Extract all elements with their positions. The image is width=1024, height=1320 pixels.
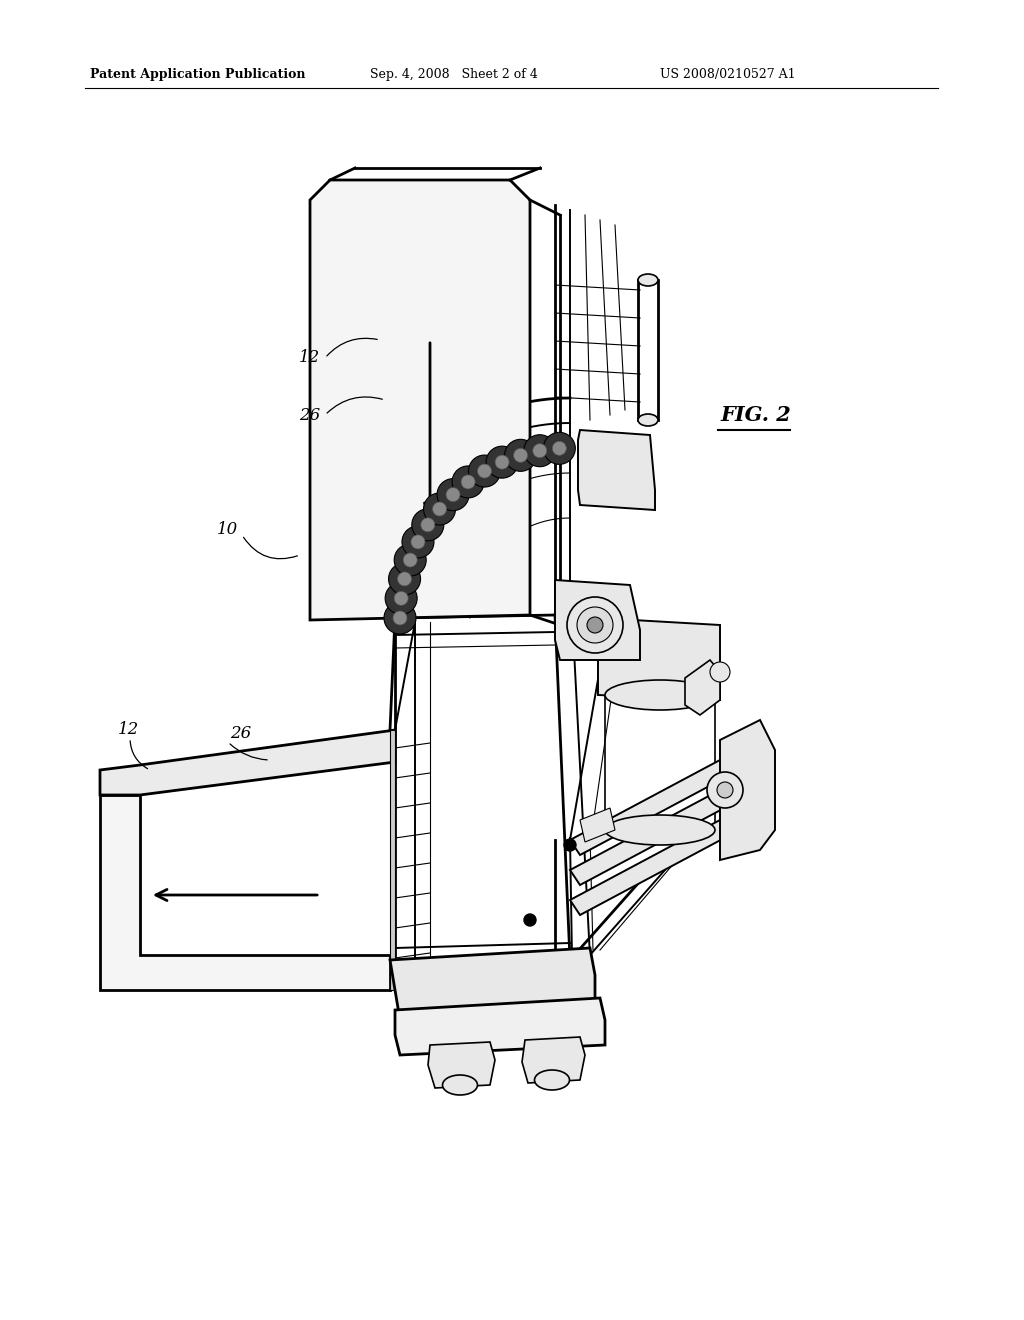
Polygon shape: [522, 1038, 585, 1082]
FancyArrowPatch shape: [130, 741, 147, 768]
FancyArrowPatch shape: [327, 338, 377, 356]
Text: 26: 26: [299, 407, 319, 424]
Text: 10: 10: [217, 521, 238, 539]
Polygon shape: [570, 789, 730, 884]
Circle shape: [411, 535, 425, 549]
Polygon shape: [395, 998, 605, 1055]
Circle shape: [394, 591, 409, 606]
Ellipse shape: [605, 814, 715, 845]
Ellipse shape: [442, 1074, 477, 1096]
Ellipse shape: [535, 1071, 569, 1090]
Text: 12: 12: [299, 350, 319, 367]
Polygon shape: [428, 1041, 495, 1088]
Circle shape: [477, 465, 492, 478]
Circle shape: [437, 479, 469, 511]
Polygon shape: [570, 760, 730, 855]
Circle shape: [505, 440, 537, 471]
Text: 12: 12: [118, 722, 139, 738]
Circle shape: [514, 449, 527, 462]
Polygon shape: [390, 948, 595, 1020]
Ellipse shape: [638, 275, 658, 286]
Circle shape: [523, 434, 556, 467]
Circle shape: [717, 781, 733, 799]
Circle shape: [564, 840, 575, 851]
Circle shape: [394, 544, 426, 576]
Polygon shape: [100, 730, 395, 795]
Circle shape: [587, 616, 603, 634]
Circle shape: [710, 663, 730, 682]
Polygon shape: [578, 430, 655, 510]
Circle shape: [397, 572, 412, 586]
FancyArrowPatch shape: [244, 537, 297, 558]
Circle shape: [461, 475, 475, 488]
Circle shape: [524, 913, 536, 927]
Polygon shape: [598, 618, 720, 700]
FancyArrowPatch shape: [230, 744, 267, 760]
FancyArrowPatch shape: [327, 397, 382, 413]
Polygon shape: [390, 730, 395, 990]
Circle shape: [388, 562, 421, 595]
Circle shape: [412, 508, 443, 541]
Circle shape: [544, 433, 575, 465]
Circle shape: [384, 602, 416, 634]
Circle shape: [403, 553, 417, 568]
Circle shape: [385, 582, 417, 614]
Polygon shape: [100, 795, 390, 990]
Text: Sep. 4, 2008   Sheet 2 of 4: Sep. 4, 2008 Sheet 2 of 4: [370, 69, 538, 81]
Circle shape: [567, 597, 623, 653]
Polygon shape: [685, 660, 720, 715]
Circle shape: [421, 517, 435, 532]
Circle shape: [496, 455, 509, 469]
Text: Patent Application Publication: Patent Application Publication: [90, 69, 305, 81]
Polygon shape: [580, 808, 615, 842]
Text: 26: 26: [230, 725, 251, 742]
Circle shape: [552, 441, 566, 455]
Circle shape: [393, 611, 407, 624]
Circle shape: [532, 444, 547, 458]
Polygon shape: [310, 180, 530, 620]
Circle shape: [432, 502, 446, 516]
Polygon shape: [555, 579, 640, 660]
Circle shape: [469, 455, 501, 487]
Polygon shape: [570, 820, 730, 915]
Text: US 2008/0210527 A1: US 2008/0210527 A1: [660, 69, 796, 81]
Circle shape: [452, 466, 484, 498]
Circle shape: [402, 525, 434, 558]
Circle shape: [424, 492, 456, 525]
Text: FIG. 2: FIG. 2: [720, 405, 791, 425]
Circle shape: [486, 446, 518, 478]
Polygon shape: [720, 719, 775, 861]
Circle shape: [707, 772, 743, 808]
Circle shape: [577, 607, 613, 643]
Circle shape: [446, 487, 460, 502]
Ellipse shape: [638, 414, 658, 426]
Ellipse shape: [605, 680, 715, 710]
